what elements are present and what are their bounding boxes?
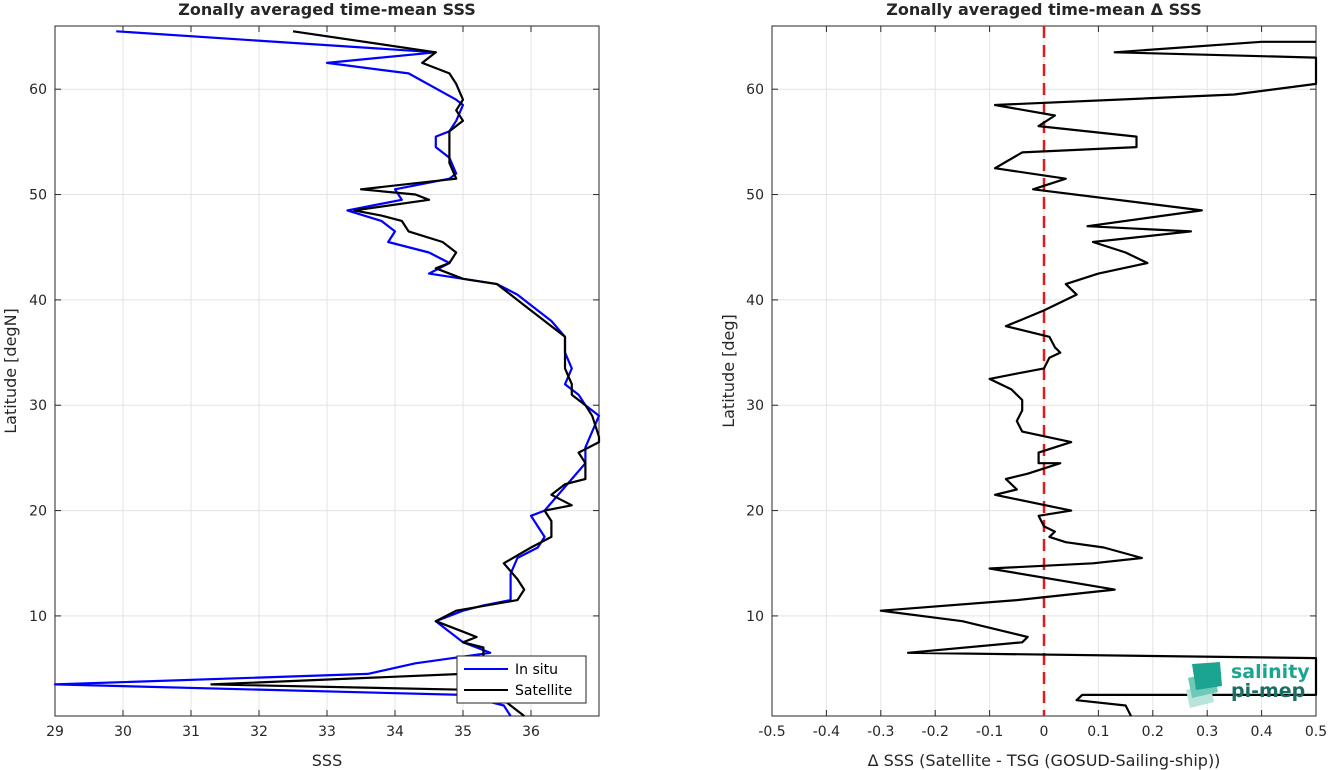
right-x-tick-label: 0.3	[1196, 724, 1218, 740]
left-chart-title: Zonally averaged time-mean SSS	[178, 0, 476, 19]
panel-sss-profile: 29 30 31 32 33 34 35 36 10 20 30 40 50 60 Zonally ave…	[1, 0, 601, 770]
right-x-tick-label: 0	[1040, 724, 1049, 740]
right-y-tick-label: 20	[746, 504, 764, 520]
left-x-tick-label: 35	[454, 724, 472, 740]
salinity-pimep-logo: salinity pi-mep	[1186, 661, 1310, 708]
right-x-tick-label: -0.4	[813, 724, 840, 740]
right-x-tick-label: 0.2	[1142, 724, 1164, 740]
left-x-tick-label: 33	[318, 724, 336, 740]
left-x-tick-label: 31	[182, 724, 200, 740]
legend-label-in-situ: In situ	[515, 662, 558, 678]
left-x-tick-label: 34	[386, 724, 404, 740]
left-x-tick-label: 32	[250, 724, 268, 740]
right-y-tick-label: 10	[746, 609, 764, 625]
right-x-tick-label: 0.1	[1087, 724, 1109, 740]
right-x-tick-label: -0.3	[867, 724, 894, 740]
left-y-tick-label: 10	[29, 609, 47, 625]
left-x-tick-label: 30	[114, 724, 132, 740]
left-y-tick-label: 30	[29, 398, 47, 414]
legend: In situ Satellite	[456, 655, 587, 704]
left-y-axis-label: Latitude [degN]	[1, 308, 20, 434]
right-x-tick-label: -0.2	[922, 724, 949, 740]
right-chart-title: Zonally averaged time-mean Δ SSS	[886, 0, 1202, 19]
logo-text-pimep: pi-mep	[1231, 680, 1305, 702]
right-y-tick-label: 40	[746, 293, 764, 309]
logo-text-salinity: salinity	[1231, 661, 1310, 683]
right-series-series-0	[879, 40, 1318, 717]
right-y-tick-label: 30	[746, 398, 764, 414]
right-x-tick-label: -0.1	[976, 724, 1003, 740]
legend-box	[456, 655, 587, 704]
left-y-tick-label: 20	[29, 504, 47, 520]
right-x-tick-label: -0.5	[758, 724, 785, 740]
right-y-tick-label: 60	[746, 82, 764, 98]
right-y-axis-label: Latitude [deg]	[719, 314, 738, 428]
logo-mark-icon	[1186, 662, 1222, 708]
right-x-tick-label: 0.4	[1250, 724, 1272, 740]
panel-delta-sss-profile: -0.5 -0.4 -0.3 -0.2 -0.1 0 0.1 0.2 0.3 0.4 0.5 10 20…	[719, 0, 1327, 770]
left-y-tick-label: 50	[29, 188, 47, 204]
right-x-axis-label: Δ SSS (Satellite - TSG (GOSUD-Sailing-sh…	[868, 751, 1221, 770]
right-y-tick-label: 50	[746, 188, 764, 204]
legend-label-satellite: Satellite	[515, 683, 572, 699]
left-series-satellite	[210, 30, 601, 717]
left-x-tick-label: 36	[522, 724, 540, 740]
left-x-axis-label: SSS	[312, 751, 342, 770]
left-y-tick-label: 60	[29, 82, 47, 98]
left-x-tick-label: 29	[46, 724, 64, 740]
left-y-tick-label: 40	[29, 293, 47, 309]
right-x-tick-label: 0.5	[1305, 724, 1327, 740]
